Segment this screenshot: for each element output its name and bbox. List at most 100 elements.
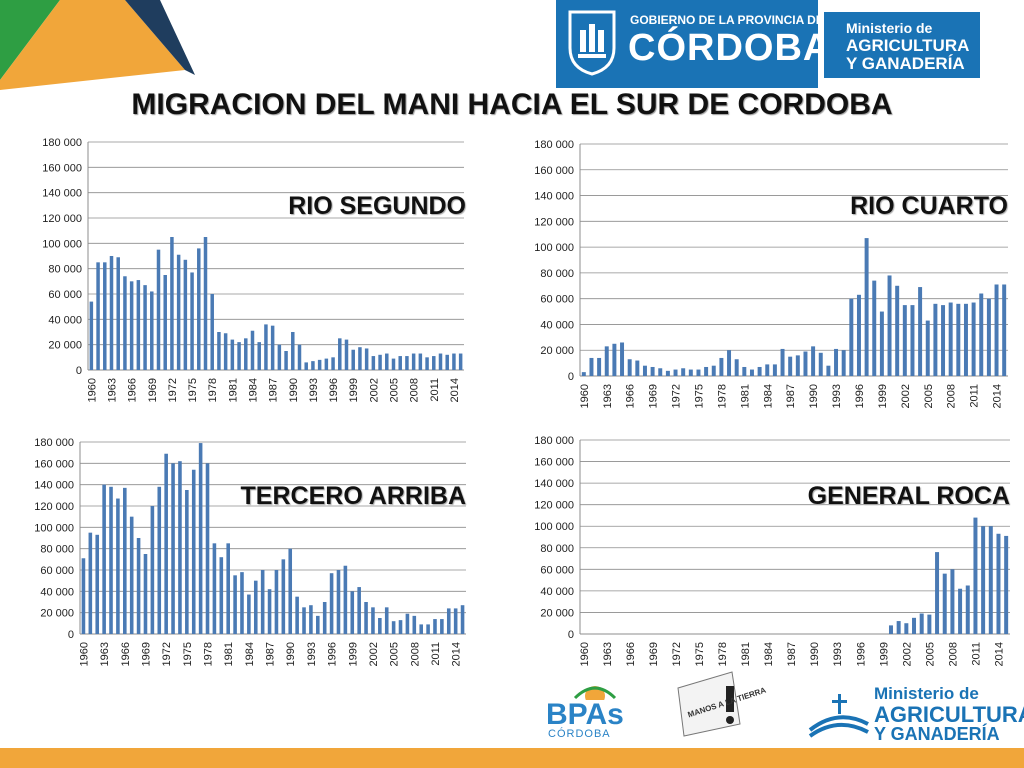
- bar: [803, 351, 808, 376]
- bar: [123, 487, 127, 634]
- bar: [419, 624, 423, 634]
- bar: [433, 619, 437, 634]
- x-tick-label: 1969: [648, 642, 660, 666]
- bar: [834, 348, 839, 376]
- bar: [295, 596, 299, 634]
- bar: [963, 303, 968, 376]
- bar: [378, 354, 382, 370]
- x-tick-label: 1978: [717, 642, 729, 666]
- bar: [765, 364, 770, 376]
- bar: [696, 369, 701, 376]
- province-name: CÓRDOBA: [628, 27, 832, 69]
- bar: [398, 356, 402, 370]
- bar: [780, 348, 785, 376]
- bar: [223, 333, 228, 370]
- bar: [856, 294, 861, 376]
- bar: [398, 620, 403, 634]
- y-tick-label: 120 000: [42, 213, 82, 225]
- bar: [956, 303, 961, 376]
- bar: [742, 366, 747, 376]
- y-tick-label: 20 000: [540, 607, 574, 619]
- x-tick-label: 1963: [99, 642, 111, 666]
- bar: [350, 591, 355, 634]
- x-tick-label: 1987: [786, 642, 798, 666]
- footer-band: [0, 748, 1024, 768]
- bar: [170, 237, 174, 370]
- y-tick-label: 20 000: [48, 340, 82, 352]
- bar: [658, 368, 663, 376]
- bar: [996, 533, 1001, 634]
- bar: [896, 621, 901, 634]
- x-tick-label: 1984: [763, 642, 775, 666]
- bar: [681, 368, 686, 376]
- bar: [205, 463, 210, 634]
- bar: [103, 262, 107, 370]
- bar: [240, 572, 244, 634]
- y-tick-label: 180 000: [534, 435, 574, 447]
- bar: [219, 557, 224, 634]
- bar: [267, 589, 272, 634]
- x-tick-label: 1990: [809, 642, 821, 666]
- y-tick-label: 160 000: [534, 165, 574, 177]
- x-tick-label: 1993: [308, 378, 320, 402]
- bar: [811, 346, 816, 376]
- bar: [95, 534, 100, 634]
- x-tick-label: 1975: [182, 642, 194, 666]
- y-tick-label: 160 000: [42, 162, 82, 174]
- bar: [183, 259, 188, 370]
- bar: [391, 621, 396, 634]
- bar: [440, 619, 444, 634]
- bar: [257, 342, 261, 370]
- bar: [156, 249, 161, 370]
- bar: [129, 516, 134, 634]
- bar: [445, 354, 449, 370]
- chart-general-roca: 0 20 000 40 000 60 000 80 000 100 000 120 000 1…: [534, 435, 1010, 666]
- y-tick-label: 100 000: [34, 522, 74, 534]
- x-tick-label: 2002: [368, 378, 380, 402]
- x-tick-label: 1978: [203, 642, 215, 666]
- x-tick-label: 1966: [127, 378, 139, 402]
- bar: [371, 607, 375, 634]
- bar: [642, 365, 647, 376]
- x-tick-label: 2011: [430, 642, 442, 666]
- bar: [250, 330, 255, 370]
- x-tick-label: 1978: [207, 378, 219, 402]
- x-tick-label: 2011: [969, 384, 981, 408]
- x-tick-label: 2005: [923, 384, 935, 408]
- bar: [665, 370, 670, 376]
- bar: [297, 344, 302, 370]
- bar: [788, 356, 793, 376]
- x-tick-label: 1975: [694, 642, 706, 666]
- bar: [150, 506, 155, 634]
- bar: [331, 357, 335, 370]
- bar: [191, 469, 196, 634]
- x-tick-label: 1987: [785, 384, 797, 408]
- x-tick-label: 1981: [740, 642, 752, 666]
- bar: [826, 365, 831, 376]
- bar: [452, 353, 456, 370]
- bar: [426, 624, 430, 634]
- bar: [405, 356, 409, 370]
- bar: [458, 353, 463, 370]
- x-tick-label: 2014: [992, 384, 1004, 408]
- bar: [711, 365, 716, 376]
- bar: [979, 293, 984, 376]
- bar: [343, 565, 348, 634]
- bar: [317, 359, 322, 370]
- bar: [650, 366, 655, 376]
- bar: [274, 570, 279, 634]
- bar: [749, 369, 754, 376]
- x-tick-label: 1969: [648, 384, 660, 408]
- bar: [143, 554, 148, 634]
- x-tick-label: 1969: [147, 378, 159, 402]
- bar: [925, 320, 930, 376]
- bar: [772, 364, 777, 376]
- y-tick-label: 60 000: [48, 289, 82, 301]
- bar: [197, 248, 201, 370]
- y-tick-label: 80 000: [48, 264, 82, 276]
- x-tick-label: 1990: [288, 378, 300, 402]
- bar: [203, 237, 208, 370]
- bar: [453, 608, 458, 634]
- y-tick-label: 120 000: [34, 501, 74, 513]
- chart-title-rio-cuarto: RIO CUARTO: [850, 192, 1008, 220]
